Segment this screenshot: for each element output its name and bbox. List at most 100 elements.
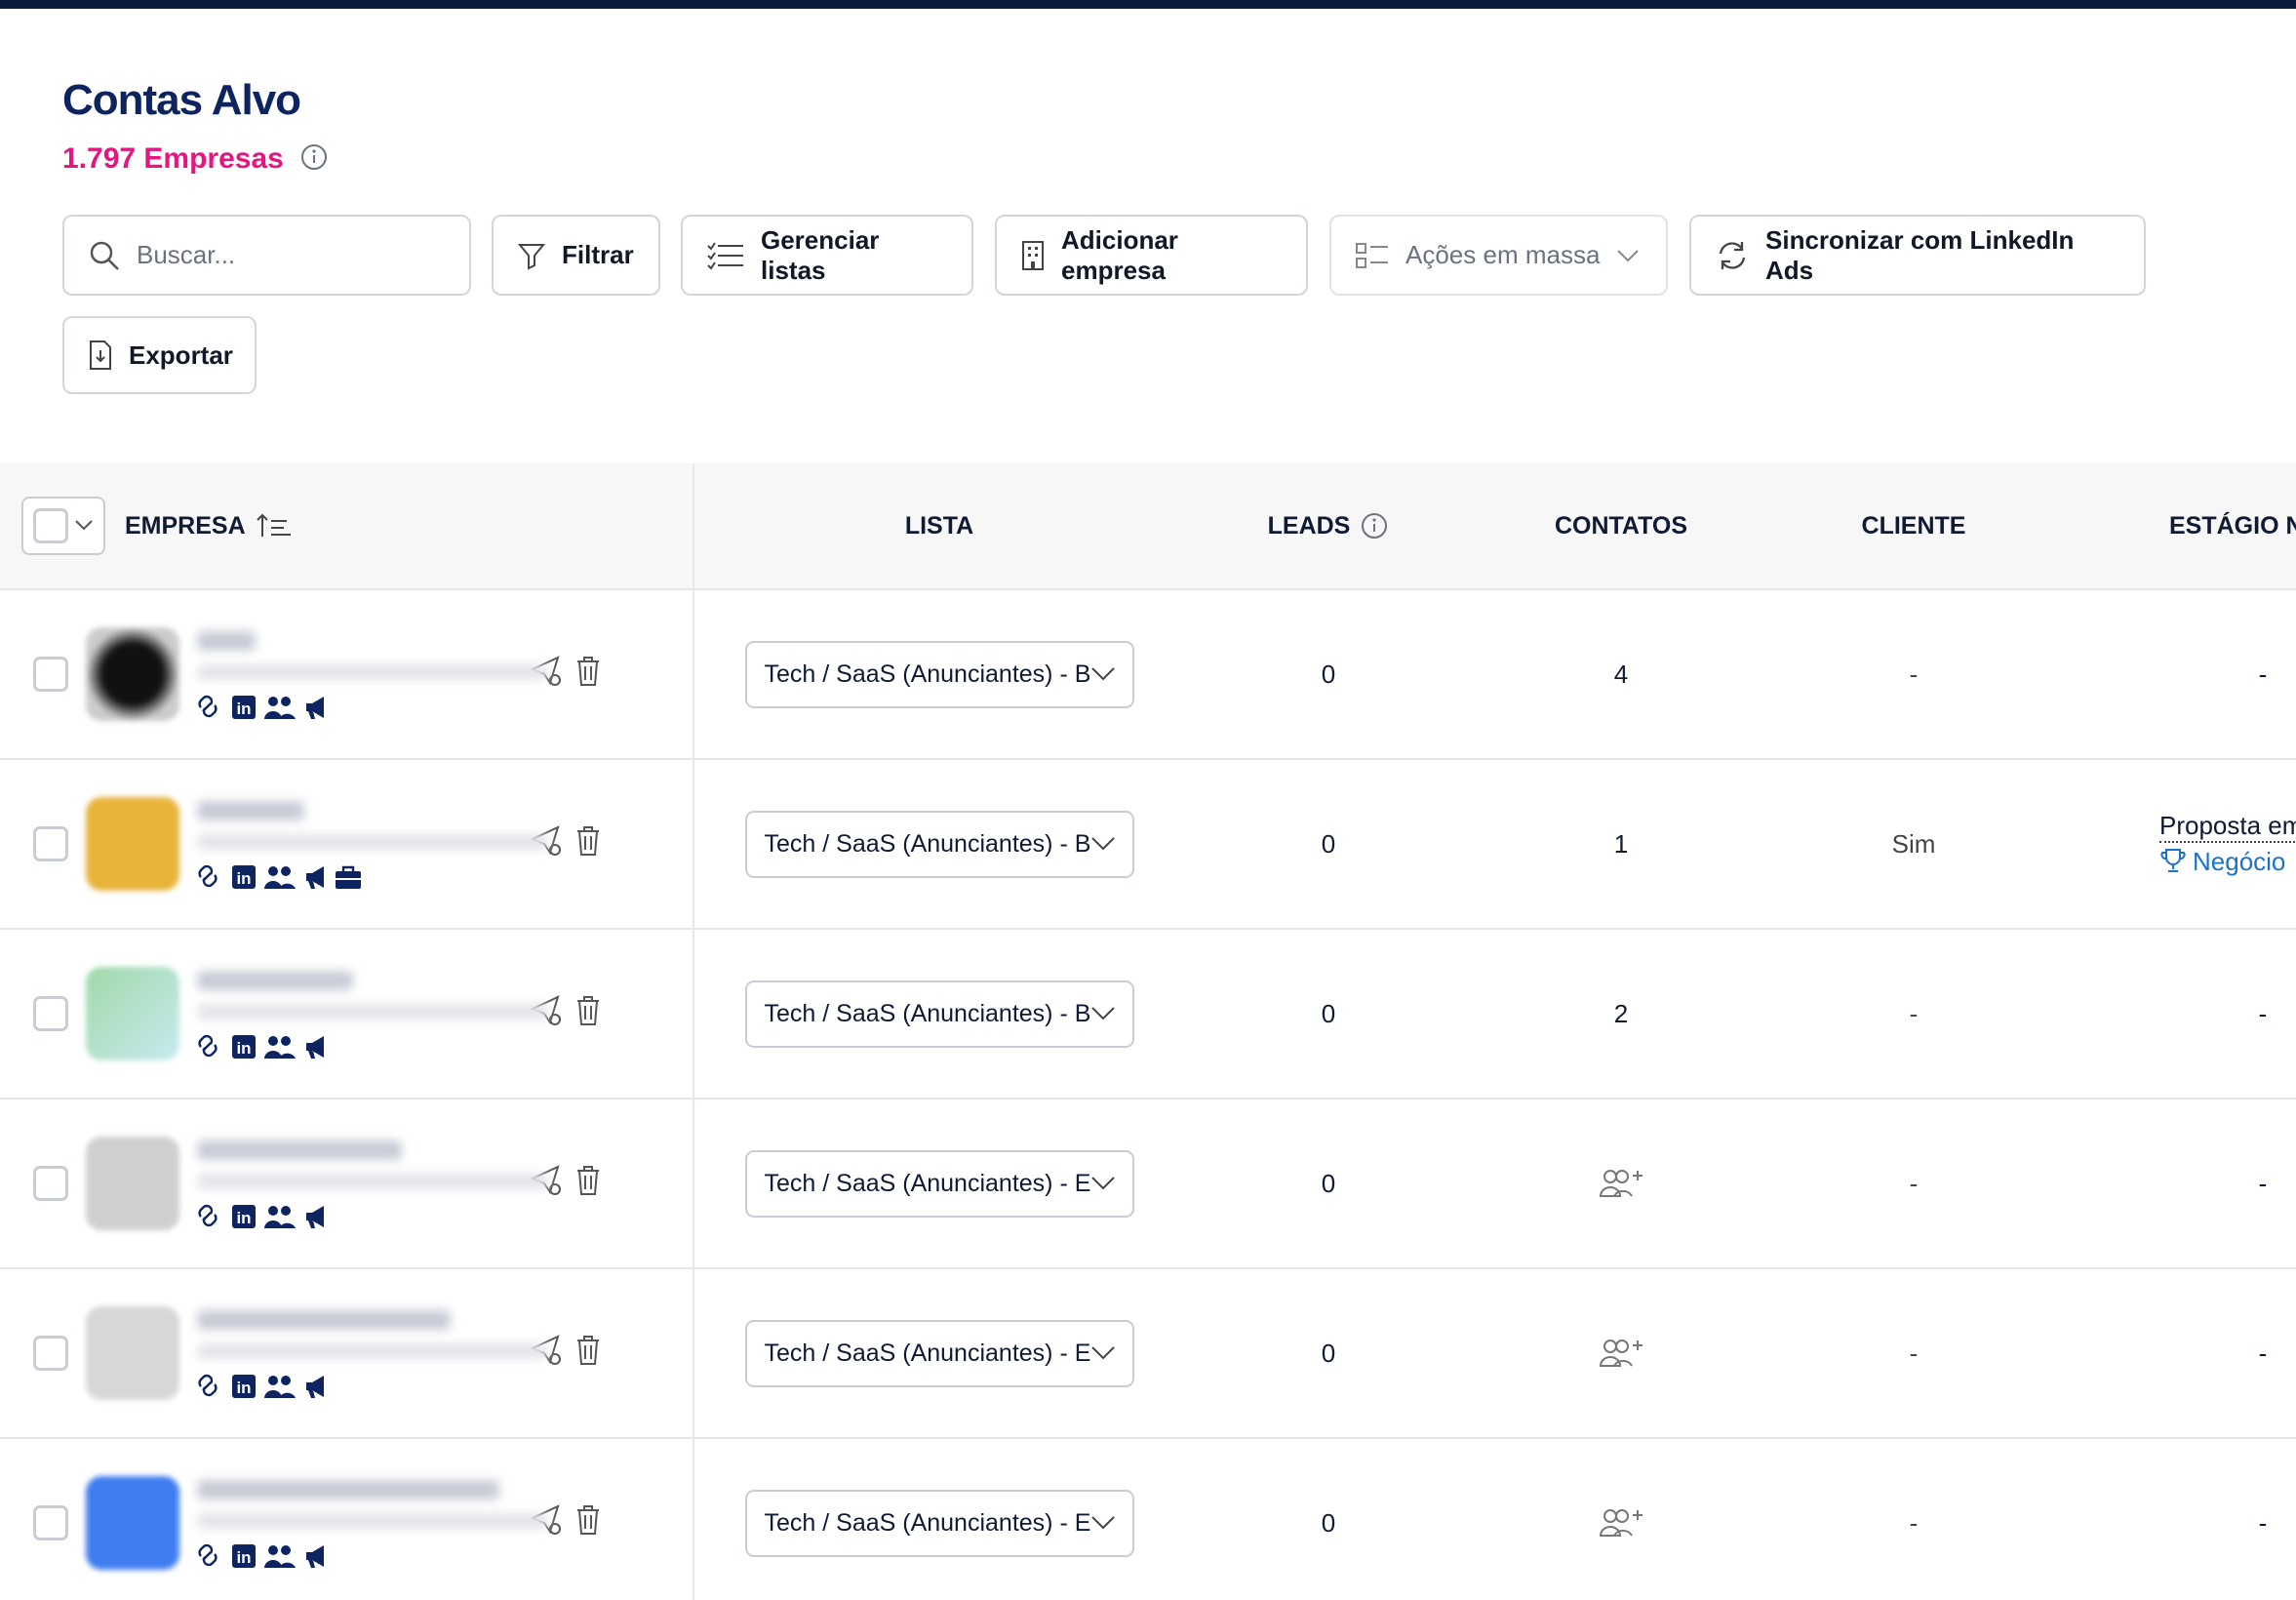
deal-link[interactable]: Negócio (2159, 847, 2285, 877)
company-info: in (197, 795, 568, 893)
company-logo (86, 967, 179, 1060)
svg-text:in: in (236, 700, 251, 718)
filter-icon (517, 243, 546, 270)
list-cell: Tech / SaaS (Anunciantes) - E (694, 1439, 1184, 1600)
company-logo (86, 797, 179, 891)
company-meta-blurred (197, 1343, 548, 1359)
button-label: Filtrar (562, 240, 634, 269)
client-cell: Sim (1891, 828, 1936, 859)
company-info: in (197, 965, 568, 1062)
company-cell: in (0, 590, 694, 758)
table-row: in Tech / SaaS (Anunciantes) - B 0 1 Sim Prop… (0, 760, 2296, 930)
building-icon (1022, 240, 1044, 270)
search-icon (90, 241, 119, 270)
list-icon (707, 241, 743, 270)
company-meta-blurred (197, 834, 548, 850)
header-row: EMPRESA LISTA LEADS CONTATOS CLIENTE ESTÁGIO … (0, 463, 2296, 590)
row-checkbox[interactable] (33, 826, 68, 861)
list-select[interactable]: Tech / SaaS (Anunciantes) - E (744, 1489, 1134, 1557)
leads-cell: 0 (1321, 659, 1336, 689)
count-text: 1.797 Empresas (62, 142, 284, 175)
add-contacts-icon[interactable] (1599, 1506, 1643, 1540)
list-select[interactable]: Tech / SaaS (Anunciantes) - B (744, 810, 1134, 878)
column-header: CLIENTE (1769, 463, 2058, 588)
chevron (1090, 1005, 1116, 1022)
company-cell: in (0, 1100, 694, 1267)
column-title: CONTATOS (1554, 511, 1688, 540)
company-info: in (197, 1135, 568, 1232)
list-value: Tech / SaaS (Anunciantes) - B (764, 999, 1091, 1027)
add-contacts-icon[interactable] (1599, 1167, 1643, 1200)
company-links: in (197, 1031, 392, 1071)
list-value: Tech / SaaS (Anunciantes) - E (764, 1508, 1091, 1537)
add-contacts-icon[interactable] (1599, 1337, 1643, 1370)
leads-cell: 0 (1321, 828, 1336, 859)
filter-button[interactable]: Filtrar (492, 215, 660, 296)
client-cell: - (1909, 659, 1919, 689)
column-title: ESTÁGIO NO (2169, 511, 2296, 540)
search-placeholder: Buscar... (137, 240, 236, 269)
company-meta-blurred (197, 1174, 548, 1189)
row-actions (529, 1502, 607, 1544)
accounts-table: EMPRESA LISTA LEADS CONTATOS CLIENTE ESTÁGIO … (0, 463, 2296, 1600)
list-select[interactable]: Tech / SaaS (Anunciantes) - E (744, 1319, 1134, 1387)
button-label: Ações em massa (1405, 240, 1601, 269)
company-info: in (197, 1474, 568, 1572)
leads-cell: 0 (1321, 998, 1336, 1028)
chevron (1090, 1175, 1116, 1192)
company-name-blurred (197, 1310, 451, 1330)
stage-value: Proposta em (2159, 811, 2296, 843)
add-company-button[interactable]: Adicionar empresa (995, 215, 1308, 296)
company-cell: in (0, 760, 694, 928)
button-label: Sincronizar com LinkedIn Ads (1765, 224, 2075, 285)
row-checkbox[interactable] (33, 1166, 68, 1201)
deal-text: Negócio (2193, 847, 2286, 876)
list-cell: Tech / SaaS (Anunciantes) - B (694, 760, 1184, 928)
list-select[interactable]: Tech / SaaS (Anunciantes) - B (744, 640, 1134, 708)
stage-cell: - (2058, 1269, 2296, 1437)
leads-cell: 0 (1321, 1338, 1336, 1368)
row-checkbox[interactable] (33, 1505, 68, 1540)
client-cell: - (1909, 998, 1919, 1028)
manage-lists-button[interactable]: Gerenciar listas (681, 215, 973, 296)
company-links: in (197, 1371, 392, 1411)
list-cell: Tech / SaaS (Anunciantes) - B (694, 930, 1184, 1098)
list-select[interactable]: Tech / SaaS (Anunciantes) - E (744, 1149, 1134, 1218)
stage-value: - (2258, 998, 2268, 1028)
company-name-blurred (197, 801, 304, 820)
company-name-blurred (197, 1480, 499, 1500)
stage-value: - (2258, 1507, 2268, 1538)
list-value: Tech / SaaS (Anunciantes) - E (764, 1339, 1091, 1367)
table-row: in Tech / SaaS (Anunciantes) - E 0 - - (0, 1100, 2296, 1269)
column-header: EMPRESA (0, 463, 694, 588)
row-checkbox[interactable] (33, 657, 68, 692)
select-all[interactable] (21, 497, 105, 555)
row-checkbox[interactable] (33, 1336, 68, 1371)
chevron (1090, 665, 1116, 683)
company-info: in (197, 1304, 568, 1402)
export-button[interactable]: Exportar (62, 316, 257, 394)
row-checkbox[interactable] (33, 996, 68, 1031)
column-header: LEADS (1184, 463, 1473, 588)
info-icon (301, 144, 328, 170)
company-cell: in (0, 1269, 694, 1437)
contacts-cell (1473, 1269, 1769, 1437)
bulk-actions-button[interactable]: Ações em massa (1329, 215, 1668, 296)
stage-cell: - (2058, 1439, 2296, 1600)
company-name-blurred (197, 631, 256, 651)
info-icon (1360, 511, 1389, 540)
company-logo (86, 627, 179, 721)
sync-linkedin-button[interactable]: Sincronizar com LinkedIn Ads (1689, 215, 2146, 296)
sync-icon (1719, 241, 1746, 269)
page-title: Contas Alvo (62, 76, 301, 124)
list-select[interactable]: Tech / SaaS (Anunciantes) - B (744, 980, 1134, 1048)
list-value: Tech / SaaS (Anunciantes) - B (764, 660, 1091, 688)
stage-cell: - (2058, 930, 2296, 1098)
column-header: CONTATOS (1473, 463, 1769, 588)
company-links: in (197, 692, 392, 732)
search-input[interactable]: Buscar... (62, 215, 471, 296)
company-name-blurred (197, 1140, 402, 1160)
company-logo (86, 1137, 179, 1230)
column-title: CLIENTE (1861, 511, 1966, 540)
